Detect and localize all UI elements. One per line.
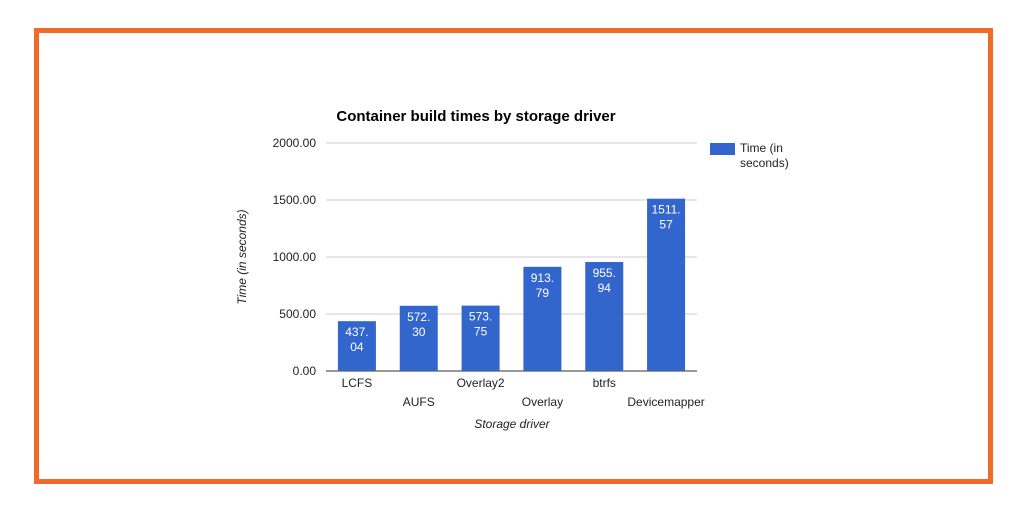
bar-overlay: [523, 266, 562, 371]
x-tick-label: Devicemapper: [627, 395, 704, 409]
data-label: 79: [536, 286, 550, 300]
legend-label: Time (in seconds): [740, 141, 789, 170]
data-label: 437.: [345, 325, 368, 339]
bar-btrfs: [585, 262, 624, 371]
legend-swatch: [710, 143, 735, 155]
data-label: 573.: [469, 310, 492, 324]
data-label: 955.: [593, 266, 616, 280]
x-axis-title: Storage driver: [474, 417, 550, 431]
y-tick-label: 2000.00: [273, 136, 317, 150]
x-tick-label: LCFS: [342, 376, 373, 390]
data-label: 75: [474, 325, 488, 339]
x-tick-label: Overlay: [522, 395, 563, 409]
chart-title: Container build times by storage driver: [336, 108, 615, 125]
y-axis-title: Time (in seconds): [235, 209, 249, 304]
y-tick-label: 1000.00: [273, 250, 317, 264]
data-label: 30: [412, 325, 426, 339]
data-label: 913.: [531, 271, 554, 285]
bar-overlay2: [461, 305, 500, 371]
data-label: 572.: [407, 310, 430, 324]
y-tick-label: 0.00: [293, 364, 317, 378]
legend: Time (in seconds): [710, 141, 820, 171]
data-label: 1511.: [652, 203, 681, 217]
x-tick-label: Overlay2: [457, 376, 505, 390]
bar-aufs: [399, 305, 438, 371]
bar-devicemapper: [647, 198, 686, 371]
y-tick-label: 500.00: [279, 307, 316, 321]
x-tick-label: btrfs: [593, 376, 616, 390]
data-label: 04: [350, 340, 364, 354]
bar-lcfs: [337, 321, 376, 371]
chart-frame: [34, 28, 993, 484]
data-label: 94: [598, 281, 612, 295]
x-tick-label: AUFS: [403, 395, 435, 409]
data-label: 57: [659, 218, 673, 232]
y-tick-label: 1500.00: [273, 193, 317, 207]
